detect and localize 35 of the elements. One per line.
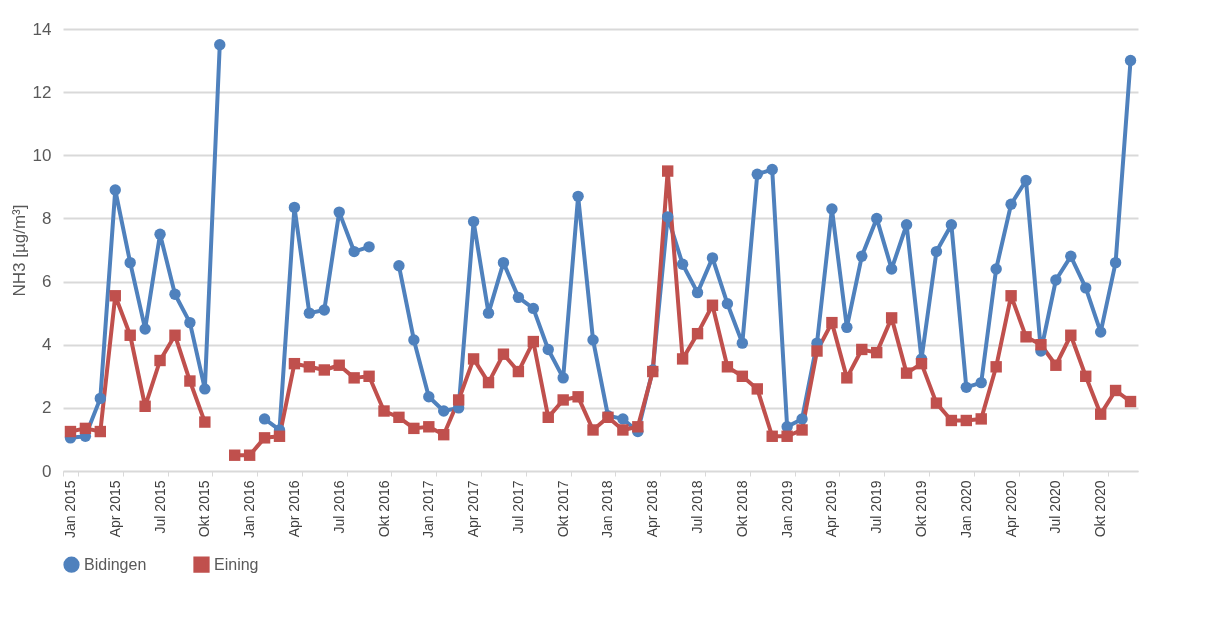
x-tick-label: Jan 2019 <box>778 480 795 539</box>
x-tick-label: Apr 2020 <box>1002 480 1019 538</box>
x-tick-label: Apr 2016 <box>285 480 302 538</box>
x-tick-label: Okt 2018 <box>733 480 750 538</box>
y-tick-label: 10 <box>32 145 52 165</box>
x-tick-label: Apr 2019 <box>823 480 840 538</box>
y-tick-label: 0 <box>42 461 52 481</box>
x-tick-label: Jan 2016 <box>241 480 258 539</box>
legend-label: Eining <box>214 555 259 573</box>
x-tick-label: Jul 2020 <box>1047 480 1064 534</box>
y-tick-label: 8 <box>42 208 52 228</box>
y-tick-label: 12 <box>32 82 52 102</box>
x-tick-label: Jul 2017 <box>509 480 526 534</box>
y-axis-title: NH3 [µg/m³] <box>9 204 29 297</box>
y-tick-label: 4 <box>42 335 52 355</box>
x-tick-label: Jan 2015 <box>61 480 78 539</box>
x-tick-label: Jul 2018 <box>689 480 706 534</box>
x-tick-label: Jul 2015 <box>151 480 168 534</box>
x-tick-label: Okt 2017 <box>554 480 571 538</box>
x-tick-label: Okt 2019 <box>913 480 930 538</box>
x-tick-label: Apr 2018 <box>644 480 661 538</box>
x-tick-label: Okt 2016 <box>375 480 392 538</box>
y-tick-label: 6 <box>42 272 52 292</box>
x-tick-label: Jul 2019 <box>868 480 885 534</box>
x-tick-label: Jul 2016 <box>330 480 347 534</box>
x-tick-label: Apr 2015 <box>106 480 123 538</box>
x-tick-label: Apr 2017 <box>465 480 482 538</box>
x-tick-label: Jan 2020 <box>957 480 974 539</box>
x-tick-label: Okt 2015 <box>196 480 213 538</box>
x-tick-label: Jan 2018 <box>599 480 616 539</box>
x-tick-label: Jan 2017 <box>420 480 437 539</box>
legend-label: Bidingen <box>84 555 147 573</box>
y-tick-label: 2 <box>42 398 52 418</box>
x-tick-label: Okt 2020 <box>1092 480 1109 538</box>
y-tick-label: 14 <box>32 19 52 39</box>
